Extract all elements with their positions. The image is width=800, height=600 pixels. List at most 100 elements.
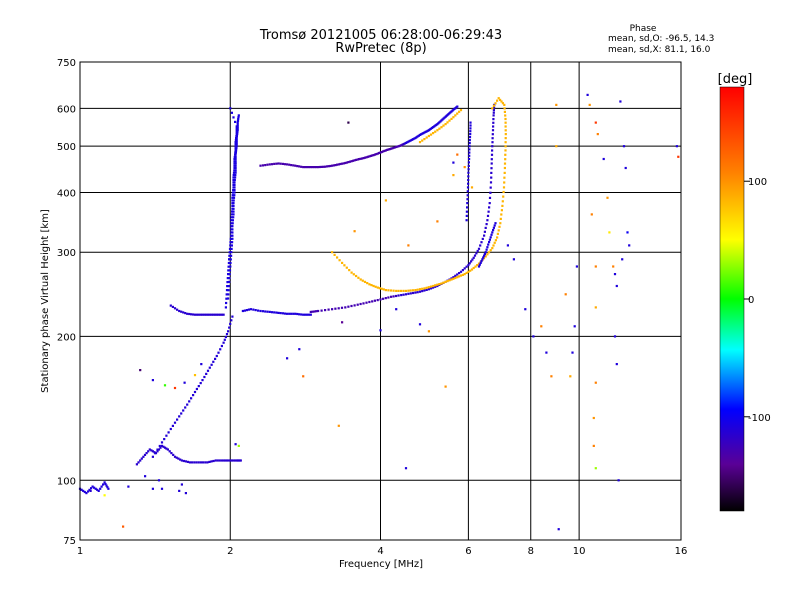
data-point bbox=[199, 461, 203, 464]
data-point bbox=[232, 116, 235, 119]
data-point bbox=[176, 308, 179, 311]
data-point bbox=[180, 412, 183, 415]
data-point bbox=[233, 178, 236, 182]
data-point bbox=[93, 486, 96, 489]
data-point bbox=[485, 223, 488, 226]
data-point bbox=[497, 97, 500, 100]
data-point bbox=[361, 157, 364, 160]
data-point bbox=[317, 309, 320, 313]
data-point bbox=[188, 400, 191, 403]
data-point bbox=[423, 287, 426, 290]
data-point bbox=[476, 264, 479, 267]
data-point bbox=[407, 140, 410, 143]
data-point bbox=[492, 121, 495, 124]
data-point bbox=[480, 241, 483, 244]
data-point bbox=[501, 204, 504, 207]
data-point bbox=[173, 455, 177, 458]
x-tick-label: 16 bbox=[675, 546, 688, 557]
data-point bbox=[102, 483, 105, 486]
data-point bbox=[338, 259, 341, 262]
data-point bbox=[231, 199, 234, 202]
data-point bbox=[395, 145, 398, 149]
data-point bbox=[217, 313, 220, 316]
data-point bbox=[309, 166, 312, 169]
data-point bbox=[159, 446, 162, 449]
data-point bbox=[395, 308, 398, 311]
data-point bbox=[463, 267, 466, 270]
data-point bbox=[436, 220, 439, 223]
data-point bbox=[500, 213, 503, 216]
data-point bbox=[613, 273, 617, 276]
data-point bbox=[421, 139, 424, 142]
data-point bbox=[191, 461, 194, 464]
data-point bbox=[371, 300, 374, 303]
data-point bbox=[261, 310, 264, 313]
data-point bbox=[139, 459, 142, 462]
data-point bbox=[389, 289, 393, 292]
data-point bbox=[347, 305, 350, 308]
data-point bbox=[231, 210, 234, 213]
x-tick-label: 4 bbox=[377, 546, 383, 557]
data-point bbox=[564, 293, 567, 296]
data-point bbox=[469, 133, 472, 136]
data-point bbox=[233, 191, 236, 194]
data-point bbox=[468, 142, 471, 145]
data-point bbox=[279, 162, 282, 165]
data-point bbox=[454, 114, 457, 117]
data-point bbox=[230, 222, 233, 225]
data-point bbox=[418, 290, 422, 293]
data-point bbox=[387, 289, 390, 292]
data-point bbox=[227, 285, 230, 288]
data-point bbox=[286, 163, 289, 166]
data-point bbox=[186, 403, 189, 406]
data-point bbox=[234, 171, 237, 174]
y-tick-label: 750 bbox=[57, 58, 76, 69]
data-point bbox=[486, 219, 489, 222]
data-point bbox=[466, 194, 469, 197]
data-point bbox=[467, 270, 470, 273]
data-point bbox=[427, 286, 430, 289]
data-point bbox=[456, 276, 459, 279]
data-point bbox=[454, 274, 457, 277]
data-point bbox=[261, 164, 264, 167]
data-point bbox=[400, 144, 403, 147]
data-point bbox=[192, 394, 195, 397]
data-point bbox=[444, 123, 447, 126]
data-point bbox=[488, 241, 491, 244]
data-point bbox=[373, 299, 376, 302]
data-point bbox=[235, 127, 238, 130]
data-point bbox=[183, 381, 186, 384]
data-point bbox=[489, 236, 492, 239]
data-point bbox=[332, 164, 335, 167]
data-point bbox=[235, 129, 238, 132]
data-point bbox=[283, 312, 287, 315]
data-point bbox=[268, 310, 271, 313]
data-point bbox=[463, 273, 466, 276]
data-point bbox=[500, 100, 503, 103]
data-point bbox=[461, 273, 464, 276]
data-point bbox=[99, 487, 102, 490]
data-point bbox=[105, 484, 108, 487]
data-point bbox=[225, 333, 229, 336]
data-point bbox=[483, 252, 486, 256]
data-point bbox=[150, 449, 153, 452]
chart-subtitle: RwPretec (8p) bbox=[335, 41, 426, 56]
data-point bbox=[406, 141, 409, 144]
data-point bbox=[414, 289, 417, 292]
data-point bbox=[144, 475, 147, 478]
data-point bbox=[341, 321, 344, 324]
data-point bbox=[368, 155, 371, 158]
data-point bbox=[421, 290, 424, 293]
data-point bbox=[273, 162, 276, 165]
data-point bbox=[106, 486, 109, 489]
data-point bbox=[472, 256, 475, 259]
data-point bbox=[378, 287, 381, 290]
data-point bbox=[376, 152, 379, 155]
data-point bbox=[195, 461, 198, 464]
data-point bbox=[628, 244, 631, 247]
data-point bbox=[281, 162, 284, 165]
data-point bbox=[484, 226, 487, 229]
data-point bbox=[178, 415, 181, 418]
data-point bbox=[493, 106, 496, 109]
